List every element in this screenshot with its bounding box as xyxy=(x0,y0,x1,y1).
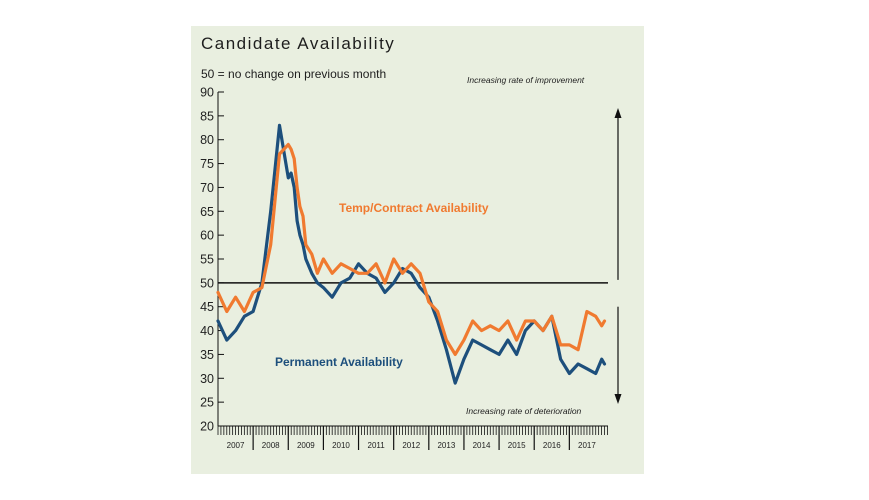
note-deterioration: Increasing rate of deterioration xyxy=(466,406,582,416)
label-temp-contract: Temp/Contract Availability xyxy=(339,201,489,215)
y-tick-label: 90 xyxy=(200,86,214,100)
x-tick-label: 2012 xyxy=(402,441,420,450)
x-tick-label: 2017 xyxy=(578,441,596,450)
note-improvement: Increasing rate of improvement xyxy=(467,75,585,85)
y-tick-label: 20 xyxy=(200,420,214,434)
deterioration-arrow-head xyxy=(614,394,622,404)
x-tick-label: 2014 xyxy=(473,441,491,450)
y-tick-label: 80 xyxy=(200,133,214,147)
y-tick-label: 35 xyxy=(200,348,214,362)
label-permanent: Permanent Availability xyxy=(275,355,403,369)
x-tick-label: 2008 xyxy=(262,441,280,450)
x-tick-label: 2011 xyxy=(368,441,386,450)
y-tick-label: 65 xyxy=(200,205,214,219)
y-tick-label: 75 xyxy=(200,157,214,171)
y-tick-label: 55 xyxy=(200,253,214,267)
series-permanent-line xyxy=(216,123,607,385)
x-tick-label: 2007 xyxy=(227,441,245,450)
chart-subtitle: 50 = no change on previous month xyxy=(201,67,387,81)
x-tick-label: 2013 xyxy=(437,441,455,450)
chart-title: Candidate Availability xyxy=(201,34,396,53)
improvement-arrow-head xyxy=(614,108,622,118)
y-tick-label: 40 xyxy=(200,324,214,338)
series-temp-contract-line xyxy=(216,142,607,356)
y-tick-label: 30 xyxy=(200,372,214,386)
y-tick-label: 70 xyxy=(200,181,214,195)
x-tick-label: 2016 xyxy=(543,441,561,450)
y-tick-label: 85 xyxy=(200,109,214,123)
x-tick-label: 2009 xyxy=(297,441,315,450)
x-tick-label: 2010 xyxy=(332,441,350,450)
y-tick-label: 25 xyxy=(200,396,214,410)
y-tick-label: 50 xyxy=(200,276,214,290)
y-tick-label: 45 xyxy=(200,300,214,314)
y-tick-label: 60 xyxy=(200,229,214,243)
x-tick-label: 2015 xyxy=(508,441,526,450)
